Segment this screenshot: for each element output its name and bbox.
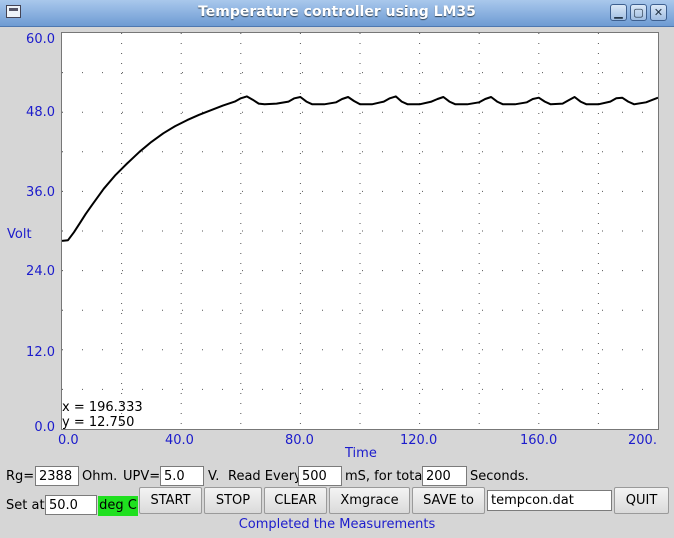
x-tick-label: 120.0 (400, 433, 438, 448)
y-tick-label: 0.0 (34, 420, 55, 435)
seconds-label: Seconds. (470, 469, 529, 484)
read-every-input[interactable] (298, 466, 342, 486)
x-tick-label: 0.0 (58, 433, 79, 448)
cursor-x-readout: x = 196.333 (62, 400, 143, 415)
total-seconds-input[interactable] (422, 466, 467, 486)
y-axis-label: Volt (7, 227, 32, 242)
x-tick-label: 200. (628, 433, 657, 448)
start-button[interactable]: START (139, 487, 202, 514)
stop-button[interactable]: STOP (204, 487, 262, 514)
y-tick-label: 36.0 (26, 185, 55, 200)
set-at-label: Set at (6, 498, 45, 513)
window-title: Temperature controller using LM35 (198, 4, 476, 20)
quit-button[interactable]: QUIT (614, 487, 669, 514)
rg-unit-label: Ohm. (82, 469, 118, 484)
upv-input[interactable] (160, 466, 204, 486)
rg-label: Rg= (6, 469, 35, 484)
upv-label: UPV= (123, 469, 161, 484)
minimize-icon[interactable]: ▁ (610, 4, 627, 21)
set-point-input[interactable] (45, 495, 97, 515)
y-tick-label: 48.0 (26, 105, 55, 120)
series-line (62, 95, 658, 242)
plot-area[interactable] (61, 32, 659, 430)
filename-input[interactable] (487, 490, 612, 511)
cursor-y-readout: y = 12.750 (62, 415, 135, 430)
xmgrace-button[interactable]: Xmgrace (329, 487, 410, 514)
read-every-label: Read Every (228, 469, 302, 484)
unit-badge: deg C (98, 496, 138, 516)
clear-button[interactable]: CLEAR (264, 487, 327, 514)
y-tick-label: 24.0 (26, 264, 55, 279)
save-to-button[interactable]: SAVE to (412, 487, 485, 514)
x-axis-label: Time (345, 446, 377, 461)
rg-input[interactable] (35, 466, 79, 486)
title-bar[interactable]: Temperature controller using LM35 ▁ ▢ ✕ (0, 0, 674, 27)
y-tick-label: 60.0 (26, 32, 55, 47)
maximize-icon[interactable]: ▢ (630, 4, 647, 21)
upv-unit-label: V. (208, 469, 220, 484)
for-total-label: mS, for total (345, 469, 426, 484)
app-window-icon[interactable] (6, 5, 21, 18)
status-message: Completed the Measurements (238, 517, 436, 532)
x-tick-label: 160.0 (520, 433, 558, 448)
line-chart (62, 33, 658, 429)
x-tick-label: 40.0 (165, 433, 194, 448)
y-tick-label: 12.0 (26, 345, 55, 360)
close-icon[interactable]: ✕ (650, 4, 667, 21)
x-tick-label: 80.0 (285, 433, 314, 448)
